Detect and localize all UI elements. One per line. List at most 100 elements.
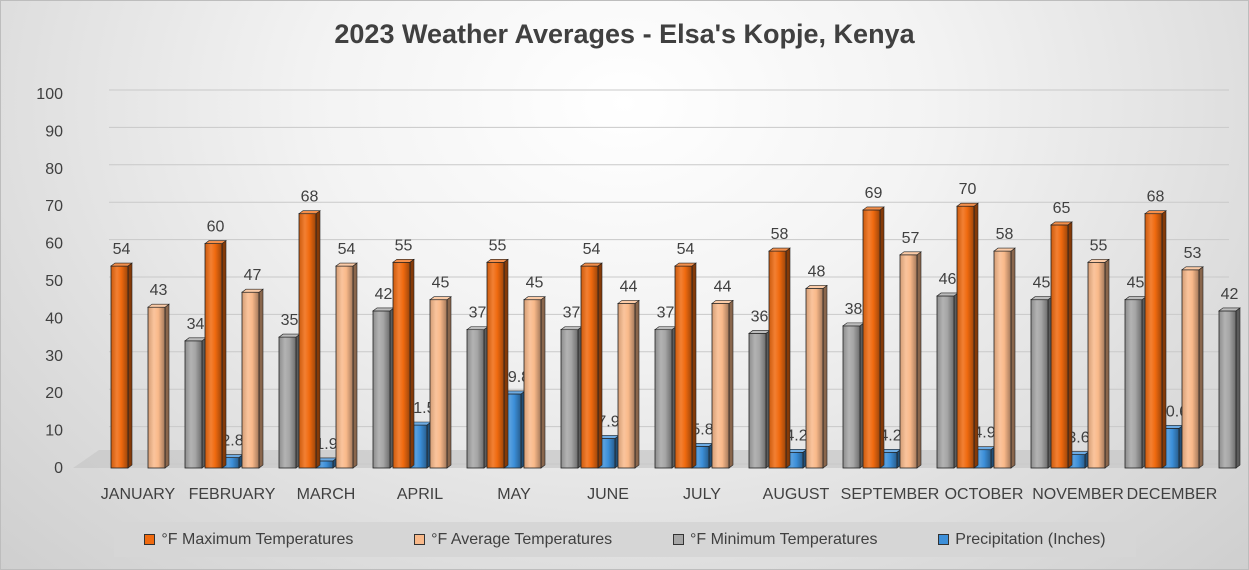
- chart-legend: °F Maximum Temperatures °F Average Temper…: [114, 522, 1136, 557]
- bar: [147, 303, 170, 469]
- bar: [711, 299, 734, 469]
- data-label: 34: [187, 316, 205, 333]
- bar: [580, 262, 603, 469]
- bar: [1181, 266, 1204, 469]
- y-tick-label: 60: [45, 236, 63, 253]
- legend-label: Precipitation (Inches): [955, 530, 1106, 548]
- data-label: 5.8: [691, 421, 713, 438]
- data-label: 44: [714, 278, 732, 295]
- bar: [936, 292, 959, 469]
- data-label: 68: [301, 189, 319, 206]
- bar: [862, 206, 885, 469]
- y-tick-label: 80: [45, 161, 63, 178]
- x-tick-label: JANUARY: [101, 486, 176, 503]
- data-label: 54: [583, 241, 601, 258]
- x-tick-label: JUNE: [587, 486, 629, 503]
- x-tick-label: NOVEMBER: [1032, 486, 1124, 503]
- legend-item: °F Average Temperatures: [414, 531, 612, 549]
- x-tick-label: OCTOBER: [945, 486, 1024, 503]
- x-tick-label: MARCH: [297, 486, 356, 503]
- y-tick-label: 10: [45, 423, 63, 440]
- chart-plot: 0 10 20 30 40 50 60 70 80 90 100 JANUARY 54 43 34 2.8 FE…: [36, 86, 1241, 503]
- data-label: 46: [939, 271, 957, 288]
- data-label: 36: [751, 308, 769, 325]
- y-tick-label: 90: [45, 123, 63, 140]
- bar: [204, 240, 227, 469]
- legend-label: °F Average Temperatures: [431, 530, 613, 548]
- data-label: 44: [620, 278, 638, 295]
- bar: [1124, 296, 1147, 469]
- bar: [805, 284, 828, 469]
- data-label: 45: [432, 275, 450, 292]
- data-label: 37: [657, 305, 675, 322]
- legend-swatch: [414, 534, 426, 545]
- bar: [842, 322, 865, 469]
- data-label: 55: [489, 237, 507, 254]
- x-tick-label: SEPTEMBER: [841, 486, 940, 503]
- bar: [1144, 210, 1167, 469]
- bar: [1050, 221, 1073, 469]
- data-label: 55: [395, 237, 413, 254]
- data-label: 48: [808, 263, 826, 280]
- bar: [617, 299, 640, 469]
- y-tick-label: 70: [45, 198, 63, 215]
- data-label: 60: [207, 219, 225, 236]
- x-tick-label: JULY: [683, 486, 721, 503]
- x-tick-label: AUGUST: [763, 486, 830, 503]
- data-label: 47: [244, 267, 262, 284]
- data-label: 57: [902, 230, 920, 247]
- data-label: 35: [281, 312, 299, 329]
- data-label: 68: [1147, 189, 1165, 206]
- data-label: 69: [865, 185, 883, 202]
- data-label: 37: [563, 305, 581, 322]
- data-label: 43: [150, 282, 168, 299]
- data-label: 2.8: [221, 433, 243, 450]
- data-label: 4.2: [879, 427, 901, 444]
- y-tick-label: 0: [54, 460, 63, 477]
- data-label: 53: [1184, 245, 1202, 262]
- legend-item: °F Minimum Temperatures: [672, 530, 878, 549]
- bar: [956, 202, 979, 469]
- data-label: 70: [959, 181, 977, 198]
- data-label: 3.6: [1067, 430, 1089, 447]
- data-label: 45: [1127, 275, 1145, 292]
- data-label: 54: [113, 241, 131, 258]
- data-label: 55: [1090, 237, 1108, 254]
- y-tick-label: 50: [45, 273, 63, 290]
- bar: [298, 210, 321, 469]
- bar: [278, 333, 301, 469]
- x-tick-label: FEBRUARY: [189, 486, 276, 503]
- bar: [466, 326, 489, 469]
- bar: [523, 296, 546, 469]
- data-label: 54: [677, 241, 695, 258]
- bar: [748, 329, 771, 469]
- data-label: 58: [771, 226, 789, 243]
- bar: [335, 262, 358, 469]
- legend-swatch: [672, 534, 684, 545]
- data-label: 37: [469, 305, 487, 322]
- legend-label: °F Minimum Temperatures: [689, 530, 878, 548]
- legend-swatch: [144, 534, 156, 545]
- data-label: 1.9: [315, 436, 337, 453]
- bar: [899, 251, 922, 469]
- bar: [560, 326, 583, 469]
- data-label: 54: [338, 241, 356, 258]
- bar: [392, 258, 415, 469]
- data-label: 38: [845, 301, 863, 318]
- data-label: 58: [996, 226, 1014, 243]
- legend-swatch: [938, 534, 950, 545]
- bar: [429, 296, 452, 469]
- y-tick-label: 40: [45, 310, 63, 327]
- legend-label: °F Maximum Temperatures: [161, 530, 354, 548]
- chart-title: 2023 Weather Averages - Elsa's Kopje, Ke…: [334, 19, 915, 49]
- x-tick-label: MAY: [497, 486, 531, 503]
- bar: [768, 247, 791, 469]
- bar: [674, 262, 697, 469]
- data-label: 42: [375, 286, 393, 303]
- x-tick-label: DECEMBER: [1127, 486, 1218, 503]
- bar: [993, 247, 1016, 469]
- y-tick-label: 30: [45, 348, 63, 365]
- legend-item: Precipitation (Inches): [938, 530, 1106, 549]
- data-label: 45: [1033, 275, 1051, 292]
